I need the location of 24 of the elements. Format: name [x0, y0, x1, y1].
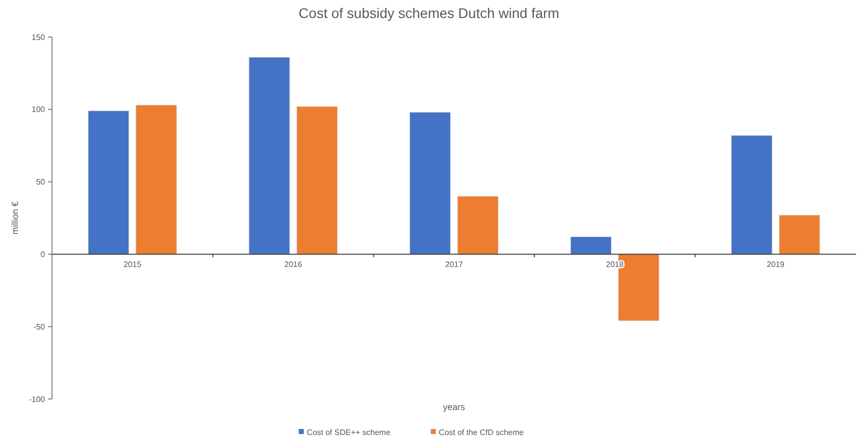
x-tick-label: 2017 — [445, 260, 464, 270]
bar — [778, 214, 820, 254]
y-tick-label: 150 — [32, 32, 46, 42]
y-tick-label: 0 — [40, 250, 46, 259]
x-tick-label: 2019 — [766, 260, 786, 270]
bar — [410, 112, 451, 254]
y-axis-title: million € — [10, 201, 20, 235]
y-tick-label: 50 — [36, 178, 46, 187]
bar — [296, 106, 338, 254]
x-tick-label: 2016 — [284, 260, 303, 270]
y-tick-label: -50 — [33, 322, 46, 332]
y-tick-label: -100 — [28, 394, 46, 404]
bar — [731, 135, 772, 254]
chart-title: Cost of subsidy schemes Dutch wind farm — [298, 5, 560, 21]
y-tick-label: 100 — [32, 105, 46, 114]
legend-label: Cost of the CfD scheme — [438, 428, 524, 437]
bar — [570, 236, 612, 254]
legend-label: Cost of SDE++ scheme — [306, 428, 391, 437]
bar — [248, 57, 290, 254]
x-tick-label: 2015 — [124, 260, 142, 270]
bar — [88, 110, 130, 254]
x-axis-title: years — [442, 402, 466, 412]
bar — [457, 196, 498, 254]
bar — [136, 104, 177, 254]
